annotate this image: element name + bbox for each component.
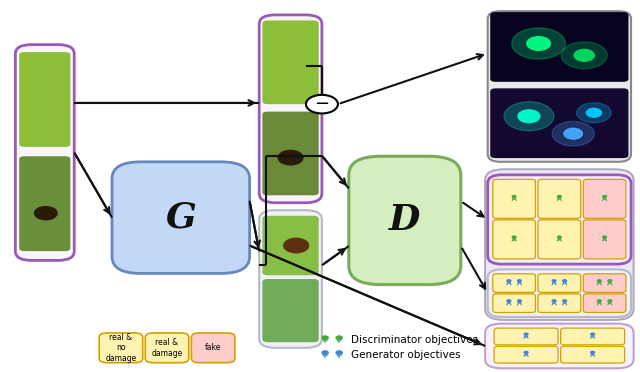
Circle shape bbox=[518, 280, 522, 282]
Circle shape bbox=[557, 236, 561, 238]
Circle shape bbox=[603, 236, 607, 238]
Circle shape bbox=[336, 336, 342, 340]
Circle shape bbox=[597, 300, 601, 302]
Circle shape bbox=[552, 121, 595, 146]
Text: real &
damage: real & damage bbox=[152, 338, 182, 357]
FancyBboxPatch shape bbox=[99, 333, 143, 363]
Circle shape bbox=[603, 195, 607, 198]
FancyBboxPatch shape bbox=[583, 274, 626, 292]
FancyBboxPatch shape bbox=[493, 179, 536, 218]
Circle shape bbox=[586, 108, 602, 117]
Circle shape bbox=[518, 300, 522, 302]
FancyBboxPatch shape bbox=[262, 112, 319, 195]
Circle shape bbox=[561, 42, 607, 69]
FancyBboxPatch shape bbox=[494, 346, 558, 363]
FancyBboxPatch shape bbox=[262, 279, 319, 342]
FancyBboxPatch shape bbox=[494, 328, 558, 345]
Text: D: D bbox=[389, 203, 420, 237]
FancyBboxPatch shape bbox=[485, 324, 634, 368]
Circle shape bbox=[564, 128, 582, 139]
FancyBboxPatch shape bbox=[583, 179, 626, 218]
FancyBboxPatch shape bbox=[191, 333, 235, 363]
FancyBboxPatch shape bbox=[19, 156, 70, 251]
Text: −: − bbox=[314, 95, 330, 113]
Text: Discriminator objectives: Discriminator objectives bbox=[351, 335, 478, 344]
Circle shape bbox=[518, 110, 540, 123]
FancyBboxPatch shape bbox=[538, 179, 580, 218]
FancyBboxPatch shape bbox=[538, 294, 580, 312]
FancyBboxPatch shape bbox=[349, 156, 461, 285]
Circle shape bbox=[574, 49, 595, 61]
FancyBboxPatch shape bbox=[259, 15, 322, 203]
FancyBboxPatch shape bbox=[583, 294, 626, 312]
Circle shape bbox=[552, 300, 556, 302]
Circle shape bbox=[512, 195, 516, 198]
FancyBboxPatch shape bbox=[488, 269, 631, 317]
Circle shape bbox=[527, 36, 550, 50]
Circle shape bbox=[35, 206, 57, 220]
FancyBboxPatch shape bbox=[488, 11, 631, 162]
FancyBboxPatch shape bbox=[561, 346, 625, 363]
FancyBboxPatch shape bbox=[538, 274, 580, 292]
Circle shape bbox=[557, 195, 561, 198]
FancyBboxPatch shape bbox=[493, 294, 536, 312]
FancyBboxPatch shape bbox=[259, 210, 322, 348]
Circle shape bbox=[552, 280, 556, 282]
Circle shape bbox=[608, 280, 612, 282]
Circle shape bbox=[278, 150, 303, 165]
Circle shape bbox=[504, 102, 554, 131]
Circle shape bbox=[322, 351, 328, 355]
FancyBboxPatch shape bbox=[112, 162, 250, 273]
Circle shape bbox=[591, 333, 595, 335]
Circle shape bbox=[306, 95, 338, 113]
FancyBboxPatch shape bbox=[19, 52, 70, 147]
FancyBboxPatch shape bbox=[15, 45, 74, 260]
Circle shape bbox=[322, 336, 328, 340]
Text: G: G bbox=[165, 201, 196, 235]
Circle shape bbox=[524, 351, 528, 353]
FancyBboxPatch shape bbox=[485, 169, 634, 320]
FancyBboxPatch shape bbox=[493, 220, 536, 259]
Circle shape bbox=[524, 333, 528, 335]
FancyBboxPatch shape bbox=[490, 12, 628, 82]
Circle shape bbox=[591, 351, 595, 353]
Text: real &
no
damage: real & no damage bbox=[106, 333, 136, 363]
Circle shape bbox=[512, 28, 566, 59]
FancyBboxPatch shape bbox=[262, 216, 319, 275]
Text: fake: fake bbox=[205, 343, 221, 352]
Circle shape bbox=[563, 300, 566, 302]
Circle shape bbox=[597, 280, 601, 282]
Circle shape bbox=[512, 236, 516, 238]
FancyBboxPatch shape bbox=[262, 20, 319, 104]
FancyBboxPatch shape bbox=[488, 175, 631, 264]
FancyBboxPatch shape bbox=[493, 274, 536, 292]
FancyBboxPatch shape bbox=[145, 333, 189, 363]
Text: Generator objectives: Generator objectives bbox=[351, 350, 460, 359]
Circle shape bbox=[284, 238, 308, 253]
Circle shape bbox=[336, 351, 342, 355]
Circle shape bbox=[608, 300, 612, 302]
FancyBboxPatch shape bbox=[538, 220, 580, 259]
Circle shape bbox=[563, 280, 566, 282]
FancyBboxPatch shape bbox=[490, 89, 628, 158]
Circle shape bbox=[507, 300, 511, 302]
Circle shape bbox=[507, 280, 511, 282]
FancyBboxPatch shape bbox=[561, 328, 625, 345]
Circle shape bbox=[577, 103, 611, 123]
FancyBboxPatch shape bbox=[583, 220, 626, 259]
